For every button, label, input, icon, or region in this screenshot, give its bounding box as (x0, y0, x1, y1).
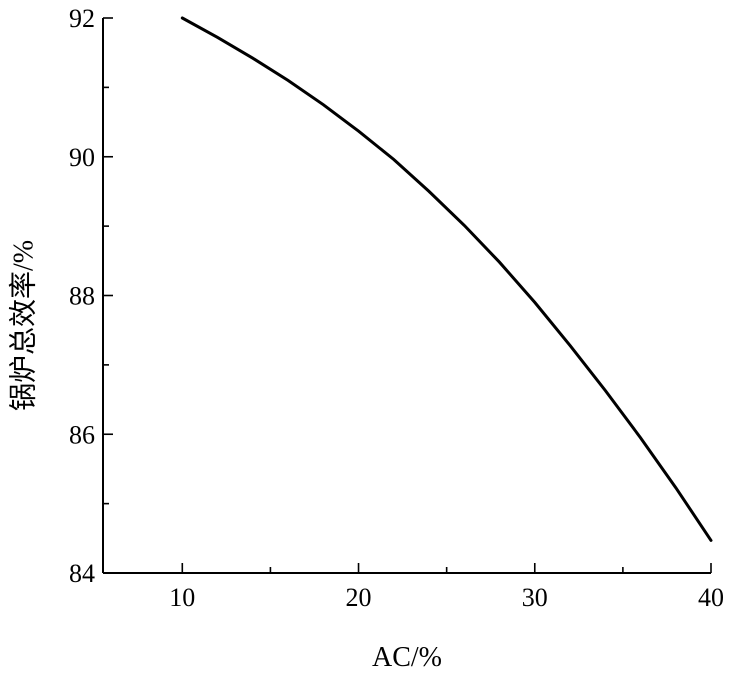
x-ticks: 10 20 30 40 (169, 563, 724, 612)
x-tick-label: 10 (169, 583, 195, 612)
x-axis-title: AC/% (372, 642, 442, 673)
x-tick-label: 40 (698, 583, 724, 612)
y-tick-label: 86 (69, 420, 95, 449)
y-tick-label: 84 (69, 559, 95, 588)
x-tick-label: 20 (346, 583, 372, 612)
series-layer (180, 16, 713, 542)
y-axis-title: 锅炉总效率/% (7, 240, 39, 411)
x-tick-label: 30 (522, 583, 548, 612)
y-tick-label: 92 (69, 4, 95, 33)
y-tick-label: 90 (69, 143, 95, 172)
series-line-0 (180, 16, 713, 542)
axes (102, 18, 711, 574)
y-ticks: 84 86 88 90 92 (69, 4, 113, 588)
y-tick-label: 88 (69, 282, 95, 311)
